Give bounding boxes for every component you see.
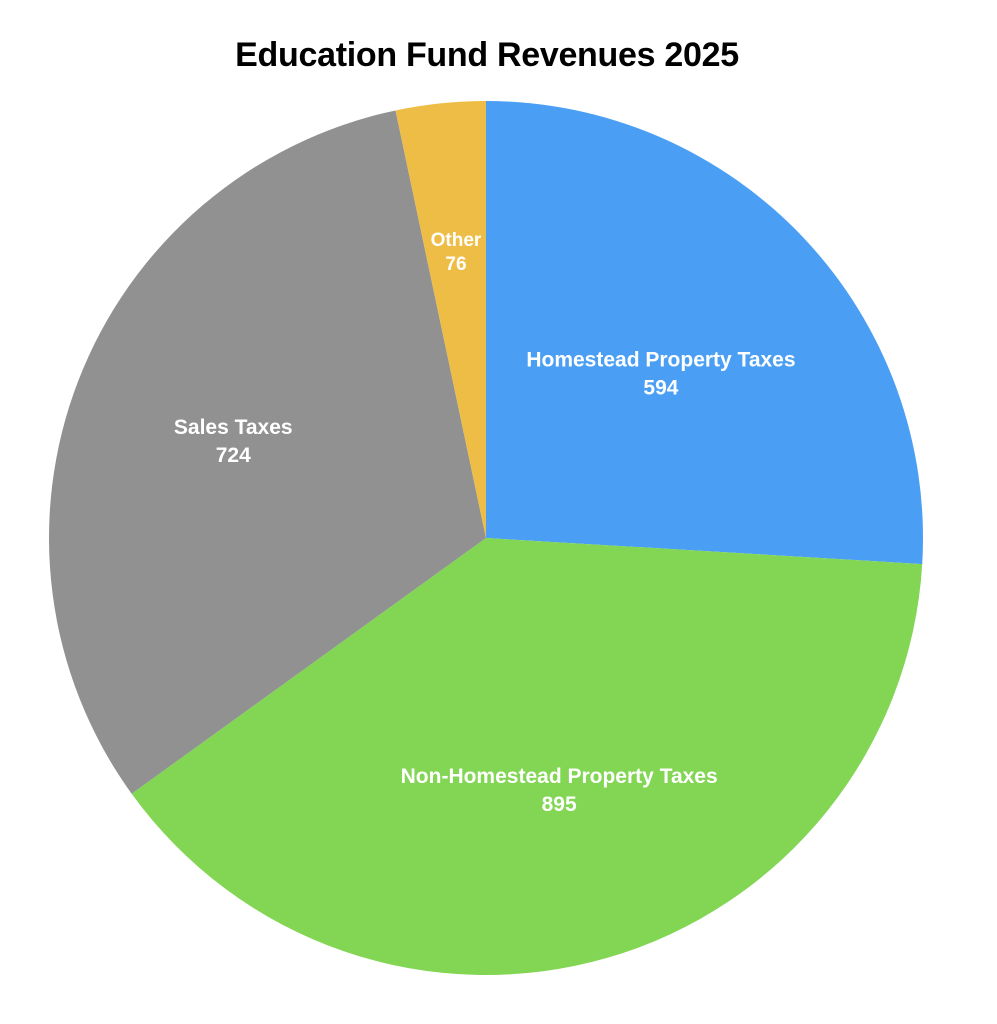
slice-label-other: Other xyxy=(431,230,482,251)
slice-value-sales-taxes: 724 xyxy=(216,444,251,467)
pie-slice-homestead-property-taxes xyxy=(486,101,923,565)
chart-title: Education Fund Revenues 2025 xyxy=(235,36,739,74)
pie-labels: Homestead Property Taxes 594 Non-Homestead… xyxy=(174,230,796,816)
pie-slices xyxy=(49,101,923,975)
pie-slice-other xyxy=(395,101,486,538)
slice-label-homestead-property-taxes: Homestead Property Taxes xyxy=(526,349,795,372)
slice-value-homestead-property-taxes: 594 xyxy=(643,377,678,400)
pie-slice-sales-taxes xyxy=(49,110,487,794)
slice-label-non-homestead-property-taxes: Non-Homestead Property Taxes xyxy=(401,765,718,788)
slice-label-sales-taxes: Sales Taxes xyxy=(174,416,293,439)
slice-value-non-homestead-property-taxes: 895 xyxy=(542,793,577,816)
pie-slice-non-homestead-property-taxes xyxy=(131,538,923,975)
slice-value-other: 76 xyxy=(445,254,466,275)
